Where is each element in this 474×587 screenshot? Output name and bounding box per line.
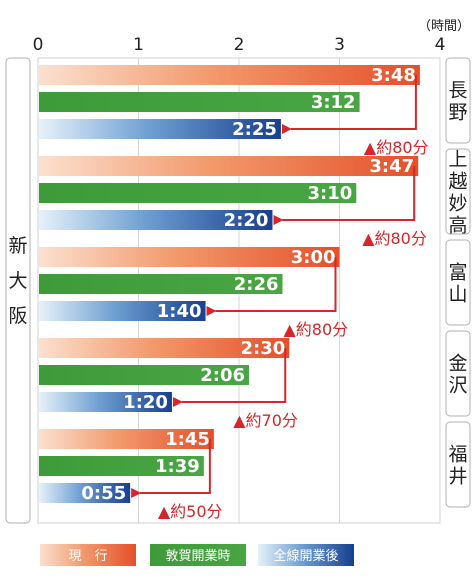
x-tick-label: 2 — [234, 35, 245, 55]
bar-time-label: 1:39 — [155, 456, 200, 477]
bar — [39, 365, 250, 385]
bar-time-label: 1:20 — [123, 392, 168, 413]
destination-char: 井 — [448, 466, 467, 488]
x-tick-label: 1 — [133, 35, 144, 55]
bar-time-label: 2:25 — [232, 119, 277, 140]
bar-group-0: 3:48 3:12 2:25 ▲約80分 — [39, 65, 429, 157]
destination-box — [445, 148, 471, 235]
reduction-arrow — [281, 75, 417, 134]
bar-time-label: 3:47 — [369, 156, 414, 177]
origin-label-char: 新 — [8, 235, 27, 257]
bar-group-2: 3:00 2:26 1:40 ▲約80分 — [39, 247, 348, 339]
time-savings-label: ▲約80分 — [364, 138, 429, 157]
destination-char: 山 — [448, 284, 467, 306]
bar — [39, 247, 340, 267]
destination-char: 上 — [448, 149, 467, 171]
legend-label: 全線開業後 — [273, 548, 338, 564]
bar — [39, 392, 172, 412]
bar-time-label: 3:12 — [311, 92, 356, 113]
reduction-arrow — [131, 439, 211, 498]
destination-char: 高 — [448, 215, 467, 237]
legend: 現 行 敦賀開業時 全線開業後 — [40, 544, 354, 566]
bar — [39, 119, 281, 139]
destination-box — [445, 330, 471, 417]
bar-time-label: 3:48 — [371, 65, 416, 86]
time-savings-label: ▲約70分 — [233, 411, 298, 430]
bar-group-1: 3:47 3:10 2:20 ▲約80分 — [39, 156, 427, 248]
origin-label-box — [5, 57, 31, 524]
bar — [39, 92, 360, 112]
destination-box — [445, 421, 471, 508]
x-axis-ticks: 0 1 2 3 4 — [33, 35, 446, 55]
destination-char: 野 — [448, 102, 467, 124]
destination-char: 長 — [448, 80, 467, 102]
bar-time-label: 3:00 — [291, 247, 336, 268]
bar — [39, 429, 214, 449]
destination-char: 福 — [448, 444, 467, 466]
bar — [39, 456, 204, 476]
destination-char: 妙 — [448, 193, 467, 215]
legend-swatch — [150, 544, 246, 566]
destination-char: 金 — [448, 353, 467, 375]
bar — [39, 483, 131, 503]
reduction-arrow — [273, 166, 416, 225]
x-tick-label: 3 — [334, 35, 345, 55]
bar — [39, 183, 357, 203]
legend-label: 敦賀開業時 — [165, 548, 230, 564]
x-axis-unit: （時間） — [418, 19, 470, 34]
origin-label: 新大阪 — [8, 235, 27, 327]
bar-time-label: 1:45 — [165, 429, 210, 450]
bar-time-label: 2:20 — [224, 210, 269, 231]
destination-box — [445, 239, 471, 326]
legend-swatch — [258, 544, 354, 566]
destination-char: 富 — [448, 262, 467, 284]
bar-time-label: 2:30 — [240, 338, 285, 359]
bars: 3:483:122:25▲約80分3:473:102:20▲約80分3:002:… — [39, 65, 429, 521]
destination-box — [445, 57, 471, 144]
bar — [39, 210, 273, 230]
bar — [39, 338, 290, 358]
bar-time-label: 0:55 — [81, 483, 126, 504]
legend-swatch — [40, 544, 136, 566]
destination-char: 沢 — [448, 375, 467, 397]
time-savings-label: ▲約50分 — [158, 502, 223, 521]
reduction-arrow — [206, 257, 337, 316]
bar-group-3: 2:30 2:06 1:20 ▲約70分 — [39, 338, 298, 430]
x-tick-label: 4 — [435, 35, 446, 55]
time-savings-label: ▲約80分 — [362, 229, 427, 248]
bar — [39, 274, 283, 294]
origin-label-char: 阪 — [8, 305, 27, 327]
bar — [39, 156, 419, 176]
bar — [39, 301, 206, 321]
x-tick-label: 0 — [33, 35, 44, 55]
bar-time-label: 1:40 — [157, 301, 202, 322]
destination-char: 越 — [448, 171, 467, 193]
reduction-arrow — [172, 348, 287, 407]
bar — [39, 65, 420, 85]
origin-label-char: 大 — [8, 270, 27, 292]
bar-time-label: 2:26 — [234, 274, 279, 295]
legend-label: 現 行 — [68, 549, 107, 564]
bar-time-label: 3:10 — [308, 183, 353, 204]
time-savings-label: ▲約80分 — [284, 320, 349, 339]
bar-time-label: 2:06 — [200, 365, 245, 386]
bar-group-4: 1:45 1:39 0:55 ▲約50分 — [39, 429, 223, 521]
